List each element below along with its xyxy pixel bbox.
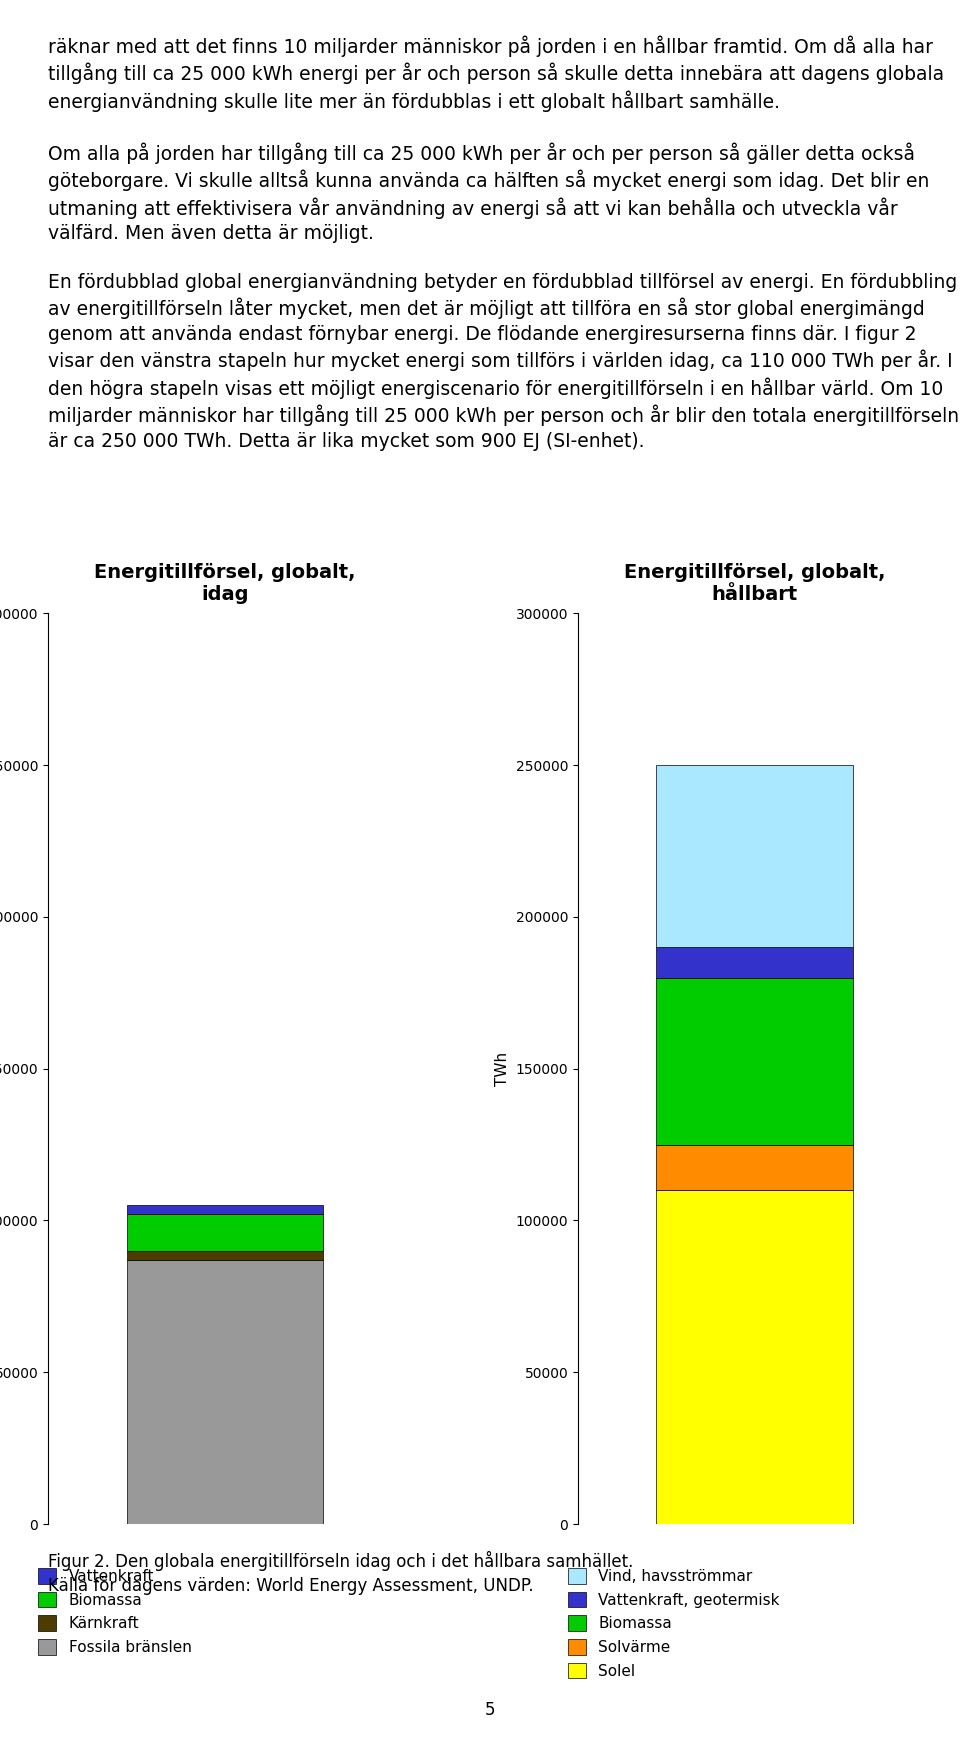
Text: 5: 5 [485,1701,494,1719]
Title: Energitillförsel, globalt,
idag: Energitillförsel, globalt, idag [94,563,355,603]
Legend: Vattenkraft, Biomassa, Kärnkraft, Fossila bränslen: Vattenkraft, Biomassa, Kärnkraft, Fossil… [38,1568,191,1656]
Title: Energitillförsel, globalt,
hållbart: Energitillförsel, globalt, hållbart [624,563,885,603]
Legend: Vind, havsströmmar, Vattenkraft, geotermisk, Biomassa, Solvärme, Solel: Vind, havsströmmar, Vattenkraft, geoterm… [568,1568,780,1679]
Text: Figur 2. Den globala energitillförseln idag och i det hållbara samhället.
Källa : Figur 2. Den globala energitillförseln i… [48,1551,634,1594]
Y-axis label: TWh: TWh [495,1052,510,1086]
Bar [657,1145,852,1191]
Bar [657,1191,852,1524]
Bar [127,1251,323,1259]
Bar [127,1205,323,1214]
Bar [657,765,852,947]
Bar [127,1214,323,1251]
Bar [127,1259,323,1524]
Bar [657,977,852,1145]
Text: räknar med att det finns 10 miljarder människor på jorden i en hållbar framtid. : räknar med att det finns 10 miljarder mä… [48,35,959,451]
Bar [657,947,852,977]
